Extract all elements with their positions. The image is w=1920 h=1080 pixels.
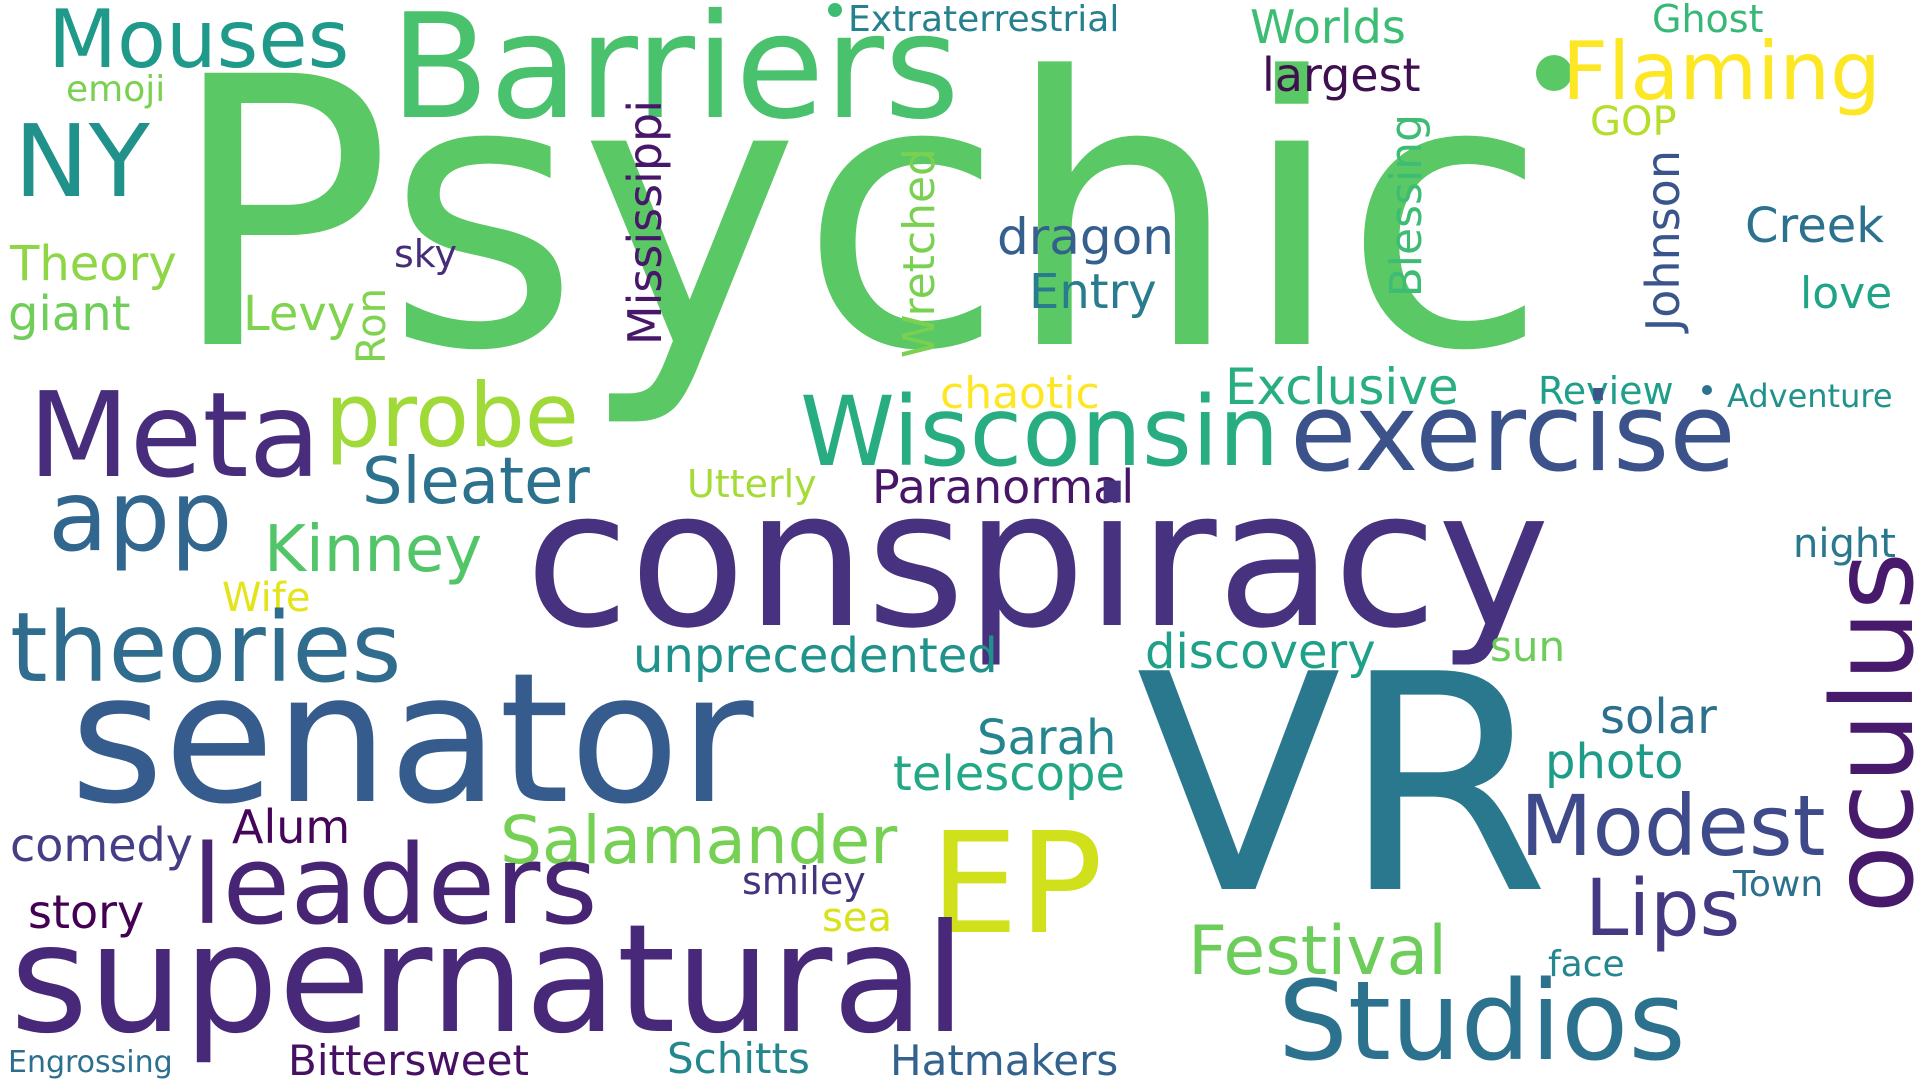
decorative-dot [828, 3, 842, 17]
word-psychic: Psychic [168, 0, 1548, 432]
word-conspiracy: conspiracy [525, 449, 1550, 670]
word-salamander: Salamander [500, 802, 898, 879]
word-creek: Creek [1745, 198, 1885, 254]
word-schitts: Schitts [667, 1034, 810, 1080]
word-wretched: Wretched [894, 148, 945, 359]
word-entry: Entry [1029, 264, 1157, 320]
word-festival: Festival [1188, 912, 1448, 991]
word-solar: solar [1600, 689, 1717, 745]
word-senator: senator [70, 635, 754, 844]
word-giant: giant [8, 286, 131, 342]
word-sun: sun [1490, 622, 1566, 671]
word-discovery: discovery [1145, 624, 1376, 680]
word-theories: theories [10, 592, 402, 704]
word-ny: NY [14, 103, 150, 220]
word-lips: Lips [1585, 864, 1741, 954]
word-theory: Theory [10, 236, 177, 292]
word-studios: Studios [1278, 957, 1686, 1080]
word-barriers: Barriers [390, 0, 960, 152]
word-levy: Levy [243, 286, 356, 342]
word-ron: Ron [349, 288, 395, 364]
word-adventure: Adventure [1727, 377, 1893, 415]
decorative-dot [1702, 385, 1712, 395]
word-extraterrestrial: Extraterrestrial [848, 0, 1120, 40]
word-leaders: leaders [192, 821, 598, 949]
word-ghost: Ghost [1652, 0, 1764, 41]
word-night: night [1793, 521, 1896, 567]
word-dragon: dragon [997, 208, 1174, 266]
word-sky: sky [394, 232, 457, 276]
word-probe: probe [325, 364, 579, 467]
word-photo: photo [1545, 734, 1684, 790]
word-telescope: telescope [893, 746, 1125, 802]
word-exercise: exercise [1290, 371, 1736, 496]
word-love: love [1800, 268, 1893, 319]
word-emoji: emoji [66, 69, 166, 110]
decorative-dot [1536, 55, 1572, 91]
word-unprecedented: unprecedented [633, 628, 998, 684]
word-exclusive: Exclusive [1225, 358, 1459, 416]
word-largest: largest [1262, 48, 1421, 102]
word-flaming: Flaming [1562, 25, 1881, 118]
word-app: app [48, 460, 233, 574]
word-modest: Modest [1520, 777, 1826, 875]
word-paranormal: Paranormal [872, 460, 1135, 514]
word-sleater: Sleater [362, 445, 590, 519]
word-worlds: Worlds [1250, 0, 1406, 54]
word-oculus: oculus [1809, 552, 1920, 914]
word-mouses: Mouses [48, 0, 350, 86]
word-comedy: comedy [10, 818, 193, 872]
word-smiley: smiley [742, 859, 866, 903]
word-face: face [1548, 944, 1625, 985]
word-blessing: Blessing [1381, 114, 1432, 298]
word-hatmakers: Hatmakers [890, 1036, 1119, 1080]
word-sarah: Sarah [977, 710, 1117, 766]
word-chaotic: chaotic [940, 368, 1100, 419]
word-alum: Alum [232, 800, 351, 854]
word-town: Town [1733, 864, 1824, 905]
word-utterly: Utterly [687, 462, 817, 506]
word-ep: EP [930, 803, 1103, 966]
word-story: story [28, 885, 145, 939]
word-sea: sea [822, 895, 892, 941]
word-review: Review [1538, 369, 1674, 413]
word-johnson: Johnson [1636, 150, 1690, 332]
word-wife: Wife [222, 575, 311, 621]
word-vr: VR [1136, 611, 1550, 960]
word-kinney: Kinney [264, 513, 483, 587]
word-meta: Meta [28, 366, 321, 504]
word-bittersweet: Bittersweet [288, 1036, 529, 1080]
word-engrossing: Engrossing [8, 1045, 173, 1080]
word-gop: GOP [1590, 99, 1677, 145]
word-wisconsin: Wisconsin [800, 376, 1280, 488]
word-supernatural: supernatural [10, 893, 966, 1067]
word-mississippi: Mississippi [618, 100, 672, 346]
